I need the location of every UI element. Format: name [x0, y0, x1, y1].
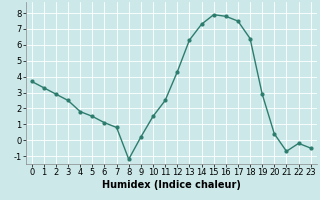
X-axis label: Humidex (Indice chaleur): Humidex (Indice chaleur) [102, 180, 241, 190]
